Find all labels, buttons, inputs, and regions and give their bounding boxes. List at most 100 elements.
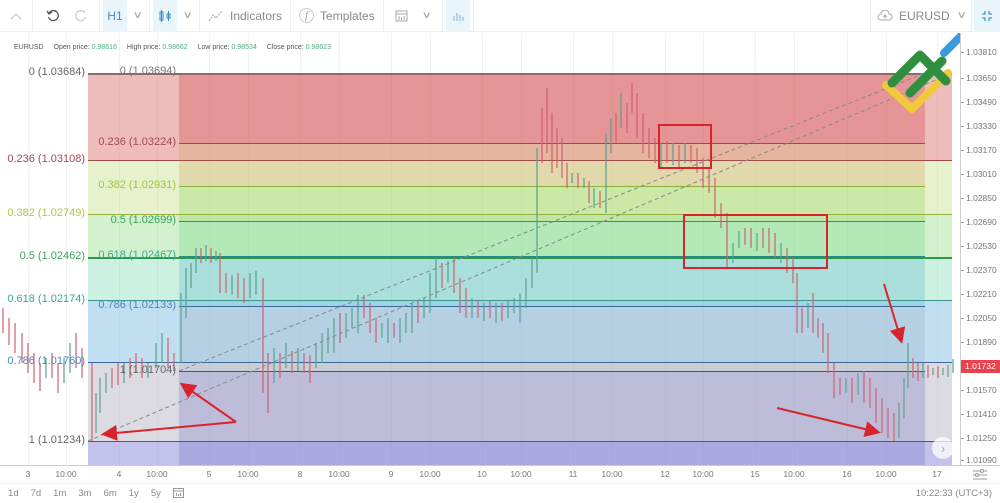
chevron-down-icon: ∨ [421, 10, 432, 21]
price-tick: 1.01410 [961, 409, 997, 419]
time-tick: 11 [568, 469, 578, 479]
fib-inner-band-618-786 [179, 256, 925, 306]
fib-inner-label-1: 1 (1.01704) [119, 364, 176, 376]
fib-outer-band-0-236 [88, 73, 952, 160]
low-price-label: Low price: [197, 44, 230, 51]
range-3m-button[interactable]: 3m [78, 488, 92, 499]
range-5y-button[interactable]: 5y [150, 488, 161, 499]
chevron-down-icon: ∨ [132, 10, 144, 21]
chart-settings-button[interactable] [960, 465, 1000, 483]
high-price-label: High price: [126, 44, 161, 51]
fib-outer-band-below-1 [88, 441, 952, 465]
scroll-to-latest-button[interactable]: › [932, 437, 954, 459]
chevron-up-icon [10, 12, 22, 19]
time-axis[interactable]: 3 10:00 4 10:00 5 10:00 8 10:00 9 10:00 10 10:00 11 1… [0, 465, 960, 483]
time-tick: 10:00 [510, 469, 532, 479]
low-price-value: 0.98534 [231, 44, 257, 51]
chart-type-dropdown[interactable]: ∨ [177, 0, 199, 32]
fib-outer-label-236: 0.236 (1.03108) [7, 153, 85, 165]
annotation-box-2 [683, 214, 828, 269]
clock: 10:22:33 (UTC+3) [915, 488, 992, 499]
annotation-arrow-1 [101, 421, 237, 441]
time-tick: 15 [750, 469, 760, 479]
time-tick: 10:00 [55, 469, 77, 479]
indicators-icon [208, 10, 223, 21]
calendar-dropdown[interactable]: ∨ [416, 0, 438, 32]
fib-outer-band-236-382 [88, 160, 952, 214]
redo-button[interactable] [67, 0, 95, 32]
open-price-label: Open price: [53, 44, 90, 51]
range-7d-button[interactable]: 7d [30, 488, 42, 499]
templates-label: Templates [320, 8, 375, 23]
open-price-value: 0.98616 [91, 44, 117, 51]
calendar-button[interactable] [388, 0, 416, 32]
cloud-upload-icon [877, 9, 893, 20]
redo-icon [75, 9, 87, 21]
templates-button[interactable]: f Templates [291, 0, 383, 32]
price-tick: 1.01890 [961, 337, 997, 347]
timeframe-dropdown[interactable]: ∨ [127, 0, 149, 32]
time-tick: 16 [842, 469, 852, 479]
price-tick: 1.03810 [961, 47, 997, 57]
fib-inner-band-5-618 [179, 221, 925, 256]
price-tick: 1.03170 [961, 145, 997, 155]
chevron-down-icon: ∨ [956, 10, 967, 21]
time-tick: 9 [388, 469, 394, 479]
price-tick: 1.03490 [961, 97, 997, 107]
fullscreen-exit-button[interactable] [974, 0, 1000, 32]
fib-inner-label-382: 0.382 (1.02931) [98, 179, 176, 191]
fib-outer-label-786: 0.786 (1.01760) [7, 355, 85, 367]
collapse-button[interactable] [0, 0, 32, 32]
annotation-box-1 [658, 124, 712, 169]
annotation-arrow-3 [776, 407, 881, 437]
time-tick: 10:00 [237, 469, 259, 479]
symbol-selector[interactable]: EURUSD ∨ [871, 0, 971, 32]
undo-icon [46, 9, 59, 21]
fib-inner-label-0: 0 (1.03694) [119, 65, 176, 77]
close-price-label: Close price: [266, 44, 304, 51]
range-1m-button[interactable]: 1m [53, 488, 67, 499]
range-1y-button[interactable]: 1y [128, 488, 139, 499]
range-1d-button[interactable]: 1d [8, 488, 19, 499]
indicators-button[interactable]: Indicators [200, 0, 290, 32]
time-tick: 5 [206, 469, 212, 479]
time-tick: 10:00 [601, 469, 623, 479]
price-tick: 1.03650 [961, 73, 997, 83]
toolbar: H1 ∨ ∨ Indicators f Templates ∨ E [0, 0, 1000, 32]
bar-chart-icon [453, 12, 464, 21]
price-tick: 1.01570 [961, 385, 997, 395]
price-tick: 1.02530 [961, 241, 997, 251]
time-tick: 10:00 [419, 469, 441, 479]
bottom-bar: 1d 7d 1m 3m 6m 1y 5y 10:22:33 (UTC+3) [0, 483, 1000, 503]
date-range-calendar-button[interactable] [172, 487, 184, 501]
price-axis[interactable]: 1.03810 1.03650 1.03490 1.03330 1.03170 … [960, 33, 1000, 465]
fib-outer-label-618: 0.618 (1.02174) [7, 293, 85, 305]
fib-inner-label-236: 0.236 (1.03224) [98, 136, 176, 148]
fib-inner-label-786: 0.786 (1.02133) [98, 299, 176, 311]
chevron-down-icon: ∨ [182, 10, 194, 21]
annotation-arrow-4 [883, 283, 906, 344]
settings-sliders-icon [973, 468, 987, 479]
fib-inner-band-below-1 [179, 371, 925, 465]
time-tick: 10 [477, 469, 487, 479]
time-tick: 4 [116, 469, 122, 479]
time-tick: 10:00 [692, 469, 714, 479]
indicators-label: Indicators [230, 8, 283, 23]
chart-canvas[interactable]: 0 (1.03684) 0.236 (1.03108) 0.382 (1.027… [0, 33, 960, 465]
undo-button[interactable] [39, 0, 67, 32]
high-price-value: 0.98662 [162, 44, 188, 51]
timeframe-button[interactable]: H1 [103, 0, 127, 32]
symbol-label: EURUSD [899, 8, 950, 23]
range-6m-button[interactable]: 6m [103, 488, 117, 499]
candlestick-icon [159, 9, 171, 22]
calendar-icon [172, 487, 184, 498]
fib-inner-label-5: 0.5 (1.02699) [110, 214, 176, 226]
annotation-arrow-2 [179, 382, 237, 423]
chart-type-button[interactable] [153, 0, 177, 32]
price-tick: 1.01090 [961, 455, 997, 465]
ohlc-info-bar: EURUSD Open price: 0.98616 High price: 0… [14, 44, 331, 51]
volume-button[interactable] [445, 0, 470, 32]
close-price-value: 0.98623 [305, 44, 331, 51]
function-icon: f [299, 8, 315, 23]
